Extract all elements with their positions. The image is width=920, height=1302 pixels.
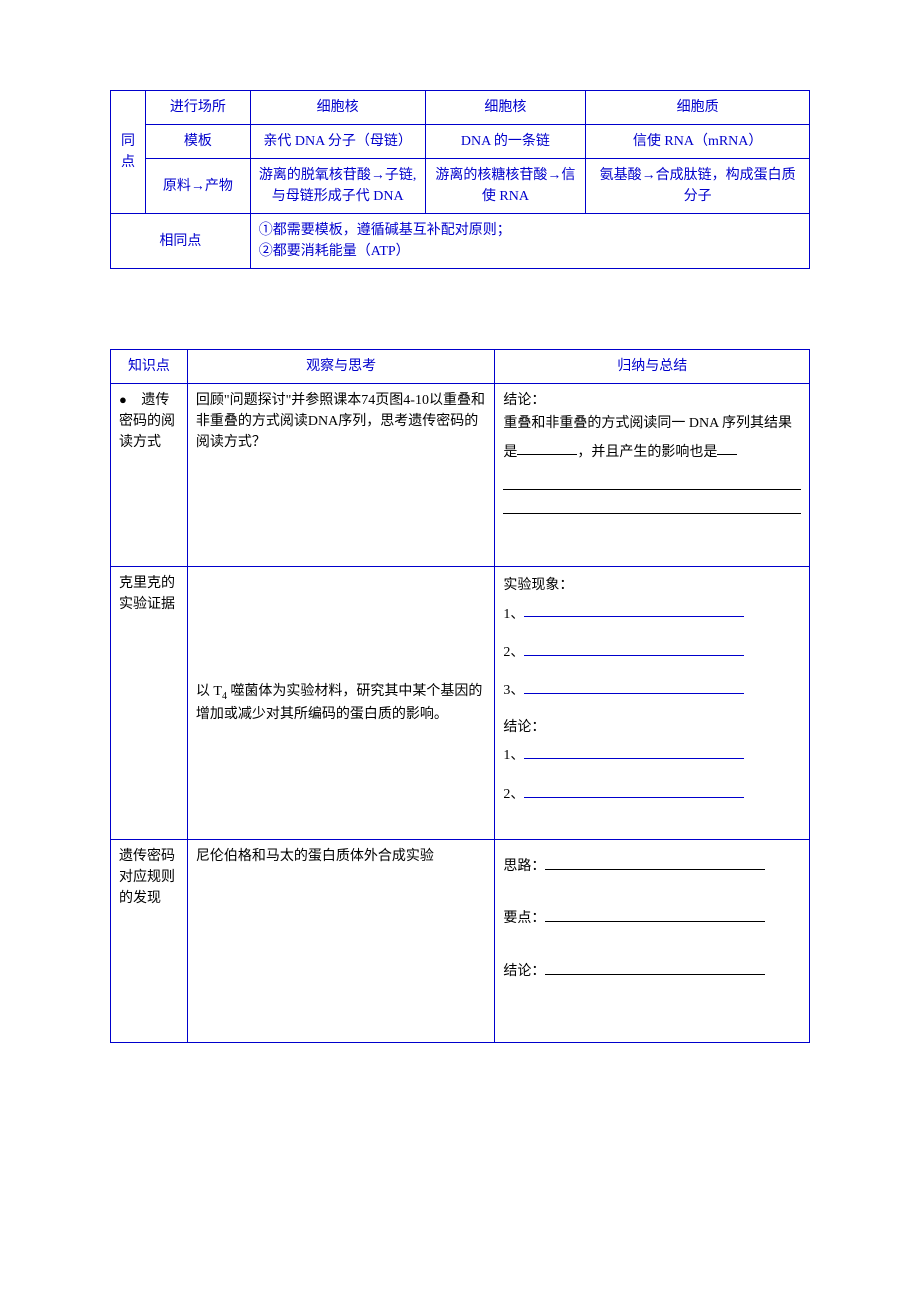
blank <box>545 904 765 922</box>
n1: 1、 <box>503 606 524 621</box>
blank <box>503 472 801 490</box>
cell: 细胞核 <box>250 91 425 125</box>
same-content: ①都需要模板，遵循碱基互补配对原则； ②都要消耗能量（ATP） <box>250 214 809 269</box>
topic-cell: ● 遗传密码的阅读方式 <box>111 384 188 567</box>
blank <box>524 600 744 618</box>
blank <box>517 438 577 456</box>
conclusion-label: 结论： <box>503 715 801 742</box>
n3: 3、 <box>503 683 524 698</box>
summary-cell: 结论： 重叠和非重叠的方式阅读同一 DNA 序列其结果是，并且产生的影响也是 <box>495 384 810 567</box>
cell: 游离的核糖核苷酸→信使 RNA <box>425 159 586 214</box>
l2: 要点： <box>503 911 545 926</box>
cell: 氨基酸→合成肽链，构成蛋白质分子 <box>586 159 810 214</box>
observe-cell: 尼伦伯格和马太的蛋白质体外合成实验 <box>187 840 495 1043</box>
blank <box>524 676 744 694</box>
blank <box>524 780 744 798</box>
summary-cell: 实验现象： 1、 2、 3、 结论： 1、 2、 <box>495 567 810 840</box>
topic-text: 克里克的实验证据 <box>119 576 175 612</box>
blank <box>524 741 744 759</box>
l1: 思路： <box>503 859 545 874</box>
observe-rest: 噬菌体为实验材料，研究其中某个基因的增加或减少对其所编码的蛋白质的影响。 <box>196 684 483 722</box>
cell: 细胞核 <box>425 91 586 125</box>
blank <box>545 852 765 870</box>
observe-prefix: 以 T <box>196 684 222 699</box>
phenomenon-label: 实验现象： <box>503 573 801 600</box>
topic-cell: 克里克的实验证据 <box>111 567 188 840</box>
blank <box>717 438 737 456</box>
same-line1: ①都需要模板，遵循碱基互补配对原则； <box>259 220 801 241</box>
topic-text: 遗传密码对应规则的发现 <box>119 849 175 906</box>
cell: 游离的脱氧核苷酸→子链,与母链形成子代 DNA <box>250 159 425 214</box>
row-label: 原料→产物 <box>145 159 250 214</box>
same-label: 相同点 <box>111 214 251 269</box>
conclusion-body: 重叠和非重叠的方式阅读同一 DNA 序列其结果是，并且产生的影响也是 <box>503 411 801 514</box>
header-c2: 观察与思考 <box>187 350 495 384</box>
c2: 2、 <box>503 787 524 802</box>
summary-cell: 思路： 要点： 结论： <box>495 840 810 1043</box>
cell: DNA 的一条链 <box>425 125 586 159</box>
side-label-l1: 同 <box>119 131 137 152</box>
summary-mid: ，并且产生的影响也是 <box>577 444 717 459</box>
observe-cell: 回顾"问题探讨"并参照课本74页图4-10以重叠和非重叠的方式阅读DNA序列，思… <box>187 384 495 567</box>
knowledge-table: 知识点 观察与思考 归纳与总结 ● 遗传密码的阅读方式 回顾"问题探讨"并参照课… <box>110 349 810 1043</box>
side-label-cell: 同 点 <box>111 91 146 214</box>
cell: 信使 RNA（mRNA） <box>586 125 810 159</box>
header-c3: 归纳与总结 <box>495 350 810 384</box>
observe-cell: 以 T4 噬菌体为实验材料，研究其中某个基因的增加或减少对其所编码的蛋白质的影响… <box>187 567 495 840</box>
l3: 结论： <box>503 964 545 979</box>
row-label: 模板 <box>145 125 250 159</box>
cell: 细胞质 <box>586 91 810 125</box>
bullet-icon: ● <box>119 392 127 407</box>
c1: 1、 <box>503 748 524 763</box>
side-label-l2: 点 <box>119 152 137 173</box>
conclusion-label: 结论： <box>503 390 801 411</box>
observe-text: 尼伦伯格和马太的蛋白质体外合成实验 <box>196 849 434 864</box>
header-c1: 知识点 <box>111 350 188 384</box>
cell: 亲代 DNA 分子（母链） <box>250 125 425 159</box>
blank <box>545 957 765 975</box>
n2: 2、 <box>503 645 524 660</box>
blank <box>503 496 801 514</box>
topic-cell: 遗传密码对应规则的发现 <box>111 840 188 1043</box>
comparison-table: 同 点 进行场所 细胞核 细胞核 细胞质 模板 亲代 DNA 分子（母链） DN… <box>110 90 810 269</box>
same-line2: ②都要消耗能量（ATP） <box>259 241 801 262</box>
row-label: 进行场所 <box>145 91 250 125</box>
observe-text: 回顾"问题探讨"并参照课本74页图4-10以重叠和非重叠的方式阅读DNA序列，思… <box>196 393 485 450</box>
blank <box>524 638 744 656</box>
topic-text: 遗传密码的阅读方式 <box>119 393 175 450</box>
